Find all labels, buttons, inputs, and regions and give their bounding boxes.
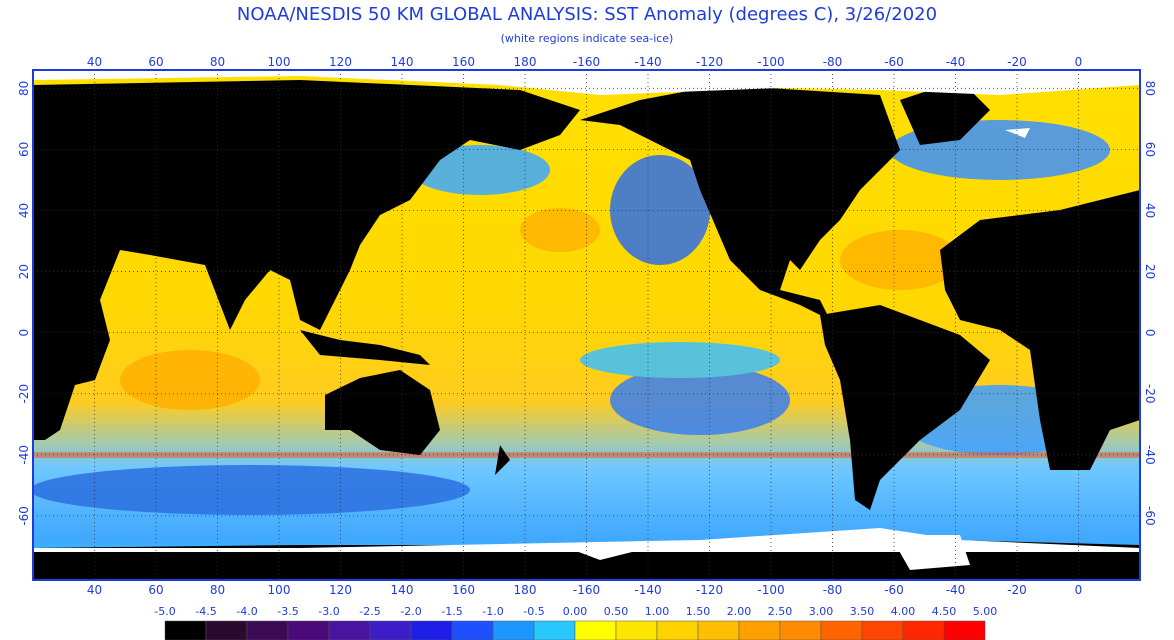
lon-label-bottom: 100 — [268, 583, 291, 597]
colorbar-label: -3.0 — [318, 605, 339, 618]
lat-label-left: -60 — [17, 506, 31, 526]
lon-label-bottom: 40 — [87, 583, 102, 597]
lon-label-top: -20 — [1007, 55, 1027, 69]
lat-label-right: -20 — [1143, 384, 1157, 404]
lon-label-bottom: -140 — [634, 583, 661, 597]
lat-label-right: -40 — [1143, 445, 1157, 465]
colorbar-label: -5.0 — [154, 605, 175, 618]
title: NOAA/NESDIS 50 KM GLOBAL ANALYSIS: SST A… — [237, 4, 937, 25]
colorbar-label: 5.00 — [973, 605, 998, 618]
lat-label-right: 0 — [1143, 329, 1157, 337]
colorbar-label: 3.00 — [809, 605, 834, 618]
axis-labels: 40 40 60 60 80 80 100 100 120 120 140 140 160 160 180 1… — [17, 55, 1157, 597]
lat-label-left: -20 — [17, 384, 31, 404]
lon-label-top: 180 — [514, 55, 537, 69]
colorbar-label: 0.50 — [604, 605, 629, 618]
lon-label-bottom: -20 — [1007, 583, 1027, 597]
lon-label-top: 40 — [87, 55, 102, 69]
colorbar-box — [369, 620, 412, 640]
lon-label-top: 80 — [210, 55, 225, 69]
colorbar-label: -1.0 — [482, 605, 503, 618]
colorbar-box — [451, 620, 494, 640]
lon-label-top: -120 — [696, 55, 723, 69]
lon-label-bottom: 180 — [514, 583, 537, 597]
subtitle: (white regions indicate sea-ice) — [501, 32, 674, 45]
lon-label-top: -160 — [573, 55, 600, 69]
lon-label-bottom: 140 — [391, 583, 414, 597]
lat-label-left: 20 — [17, 264, 31, 279]
lon-label-bottom: -40 — [946, 583, 966, 597]
lon-label-top: 120 — [329, 55, 352, 69]
colorbar-box — [697, 620, 740, 640]
colorbar-box — [410, 620, 453, 640]
colorbar-label: -1.5 — [441, 605, 462, 618]
lon-label-bottom: -120 — [696, 583, 723, 597]
colorbar-label: 1.00 — [645, 605, 670, 618]
colorbar-box — [779, 620, 822, 640]
lat-label-left: 60 — [17, 142, 31, 157]
colorbar-box — [287, 620, 330, 640]
graticule — [33, 70, 1140, 580]
lon-label-top: 160 — [452, 55, 475, 69]
lat-label-right: -60 — [1143, 506, 1157, 526]
lat-label-right: 60 — [1143, 142, 1157, 157]
colorbar-box — [492, 620, 535, 640]
lat-label-right: 40 — [1143, 203, 1157, 218]
colorbar-box — [246, 620, 289, 640]
lon-label-bottom: -60 — [884, 583, 904, 597]
lon-label-top: -100 — [757, 55, 784, 69]
lat-label-left: 80 — [17, 81, 31, 96]
lon-label-bottom: -100 — [757, 583, 784, 597]
colorbar-box — [574, 620, 617, 640]
lon-label-bottom: -80 — [823, 583, 843, 597]
colorbar-label: -2.0 — [400, 605, 421, 618]
colorbar-label: -4.5 — [195, 605, 216, 618]
colorbar-box — [738, 620, 781, 640]
colorbar-box — [164, 620, 207, 640]
colorbar-label: 1.50 — [686, 605, 711, 618]
lon-label-top: 0 — [1075, 55, 1083, 69]
lat-label-left: -40 — [17, 445, 31, 465]
lon-label-top: -140 — [634, 55, 661, 69]
colorbar: -5.0 -4.5 -4.0 -3.5 -3.0 -2.5 -2.0 -1.5 -1.0 -0.5… — [154, 605, 997, 640]
lon-label-bottom: 80 — [210, 583, 225, 597]
lat-label-left: 0 — [17, 329, 31, 337]
colorbar-box — [902, 620, 945, 640]
colorbar-box — [328, 620, 371, 640]
lon-label-top: -40 — [946, 55, 966, 69]
colorbar-label: 4.50 — [932, 605, 957, 618]
colorbar-label: -2.5 — [359, 605, 380, 618]
lon-label-bottom: 160 — [452, 583, 475, 597]
lon-label-top: 100 — [268, 55, 291, 69]
lon-label-bottom: 120 — [329, 583, 352, 597]
lat-label-right: 20 — [1143, 264, 1157, 279]
colorbar-label: 2.00 — [727, 605, 752, 618]
lon-label-top: 140 — [391, 55, 414, 69]
lon-label-top: -60 — [884, 55, 904, 69]
lon-label-bottom: 0 — [1075, 583, 1083, 597]
colorbar-label: 3.50 — [850, 605, 875, 618]
colorbar-box — [820, 620, 863, 640]
lon-label-bottom: 60 — [148, 583, 163, 597]
lat-label-right: 80 — [1143, 81, 1157, 96]
lon-label-bottom: -160 — [573, 583, 600, 597]
colorbar-box — [861, 620, 904, 640]
colorbar-label: 4.00 — [891, 605, 916, 618]
colorbar-label: -0.5 — [523, 605, 544, 618]
colorbar-label: -4.0 — [236, 605, 257, 618]
map-frame — [32, 69, 1141, 581]
map — [33, 70, 1140, 580]
colorbar-box — [615, 620, 658, 640]
lon-label-top: 60 — [148, 55, 163, 69]
colorbar-label: 2.50 — [768, 605, 793, 618]
colorbar-box — [533, 620, 576, 640]
colorbar-box — [943, 620, 986, 640]
lat-label-left: 40 — [17, 203, 31, 218]
colorbar-label: 0.00 — [563, 605, 588, 618]
colorbar-box — [656, 620, 699, 640]
colorbar-label: -3.5 — [277, 605, 298, 618]
lon-label-top: -80 — [823, 55, 843, 69]
colorbar-box — [205, 620, 248, 640]
